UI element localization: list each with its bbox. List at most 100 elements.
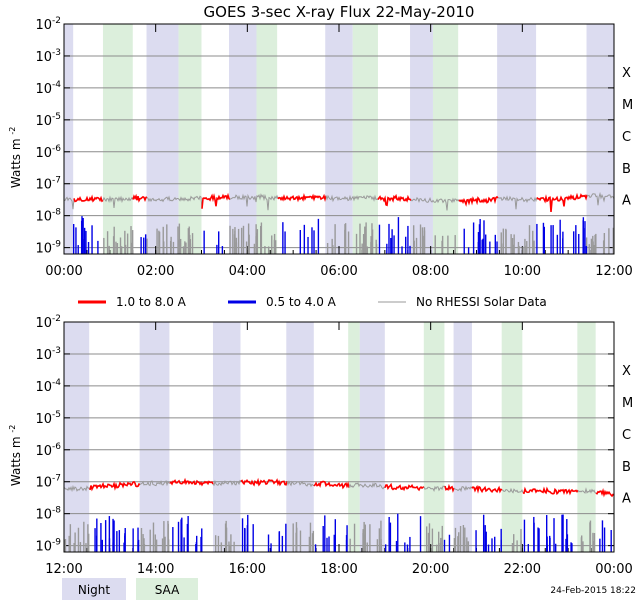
y-tick-label: 10-5 (35, 410, 61, 427)
x-tick-label: 14:00 (137, 562, 174, 577)
x-tick-label: 20:00 (412, 562, 449, 577)
legend-label-no-data: No RHESSI Solar Data (416, 295, 547, 309)
x-tick-label: 16:00 (229, 562, 266, 577)
plot-frame (63, 321, 615, 553)
y-tick-label: 10-9 (35, 240, 61, 257)
y-tick-label: 10-2 (35, 16, 61, 33)
y-tick-label: 10-2 (35, 314, 61, 331)
night-band (586, 24, 614, 254)
y-axis-label: Watts m -2 (8, 127, 23, 188)
no-data-trace-segment (102, 195, 134, 209)
y-tick-label: 10-9 (35, 538, 61, 555)
long-channel-trace-segment (522, 486, 579, 496)
long-channel-trace-segment (313, 480, 350, 490)
no-data-trace-segment (229, 193, 279, 211)
no-data-trace-segment (348, 482, 386, 490)
no-data-trace-segment (63, 196, 75, 210)
flare-class-m: M (622, 98, 633, 113)
long-channel-trace-segment (444, 483, 455, 493)
footer: Night SAA 24-Feb-2015 18:22 (62, 578, 636, 600)
long-channel-trace-segment (384, 482, 425, 492)
y-axis-label: Watts m -2 (8, 425, 23, 486)
y-tick-label: 10-7 (35, 176, 61, 193)
long-channel-trace-segment (277, 192, 327, 203)
x-tick-label: 02:00 (137, 264, 174, 279)
long-channel-trace-segment (201, 192, 231, 209)
long-channel-trace-segment (89, 480, 141, 492)
no-data-trace-segment (146, 195, 203, 209)
saa-band (423, 322, 445, 552)
x-tick-label: 04:00 (229, 264, 266, 279)
no-data-trace-segment (453, 485, 473, 493)
flare-class-b: B (622, 162, 631, 177)
saa-band (102, 24, 133, 254)
long-channel-trace-segment (377, 193, 412, 207)
legend: 1.0 to 8.0 A 0.5 to 4.0 A No RHESSI Sola… (78, 295, 547, 309)
generation-timestamp: 24-Feb-2015 18:22 (550, 586, 636, 596)
chart-title: GOES 3-sec X-ray Flux 22-May-2010 (204, 3, 475, 21)
no-data-trace-segment (325, 194, 379, 203)
x-tick-label: 12:00 (595, 264, 632, 279)
legend-label-short: 0.5 to 4.0 A (266, 295, 337, 309)
saa-band (432, 24, 459, 254)
flare-class-a: A (622, 492, 631, 507)
x-tick-label: 06:00 (320, 264, 357, 279)
x-tick-label: 22:00 (504, 562, 541, 577)
night-band (359, 322, 385, 552)
x-tick-label: 08:00 (412, 264, 449, 279)
night-band (139, 322, 170, 552)
flare-class-b: B (622, 460, 631, 475)
no-data-trace-segment (410, 196, 460, 211)
y-tick-label: 10-7 (35, 474, 61, 491)
no-data-trace-segment (139, 479, 171, 487)
saa-band (348, 322, 360, 552)
saa-band (178, 24, 202, 254)
y-tick-label: 10-4 (35, 80, 61, 97)
flare-class-c: C (622, 428, 631, 443)
y-tick-label: 10-6 (35, 144, 61, 161)
long-channel-trace-segment (458, 195, 499, 207)
night-band (212, 322, 241, 552)
y-tick-label: 10-3 (35, 346, 61, 363)
saa-band (501, 322, 523, 552)
night-band (146, 24, 179, 254)
night-band (64, 24, 74, 254)
night-legend-label: Night (78, 583, 111, 597)
no-data-trace-segment (497, 195, 538, 210)
night-band (410, 24, 433, 254)
x-tick-label: 00:00 (595, 562, 632, 577)
x-tick-label: 10:00 (504, 264, 541, 279)
saa-band (577, 322, 596, 552)
saa-legend-label: SAA (155, 583, 180, 597)
plot-frame (63, 23, 615, 255)
no-data-trace-segment (212, 479, 242, 487)
y-tick-label: 10-4 (35, 378, 61, 395)
y-tick-label: 10-6 (35, 442, 61, 459)
long-channel-trace-segment (132, 193, 148, 203)
x-tick-label: 18:00 (320, 562, 357, 577)
long-channel-trace-segment (471, 485, 503, 494)
lower-panel-1200-2400: 10-2 10-3 10-4 10-5 10-6 10-7 10-8 10-9 X M C B A Wat… (8, 314, 633, 577)
long-channel-trace-segment (169, 477, 214, 487)
saa-band (352, 24, 378, 254)
night-band (286, 322, 314, 552)
long-channel-trace-segment (595, 488, 615, 498)
night-band (229, 24, 257, 254)
saa-band (256, 24, 278, 254)
night-band (497, 24, 537, 254)
no-data-trace-segment (63, 484, 91, 493)
flare-class-m: M (622, 396, 633, 411)
night-band (453, 322, 472, 552)
y-tick-label: 10-8 (35, 506, 61, 523)
night-band (325, 24, 353, 254)
flare-class-c: C (622, 130, 631, 145)
no-data-trace-segment (586, 191, 615, 206)
long-channel-trace-segment (73, 194, 104, 203)
no-data-trace-segment (423, 485, 446, 492)
no-data-trace-segment (286, 480, 315, 488)
flare-class-a: A (622, 194, 631, 209)
y-tick-label: 10-3 (35, 48, 61, 65)
long-channel-trace-segment (240, 477, 288, 487)
x-tick-label: 00:00 (45, 264, 82, 279)
